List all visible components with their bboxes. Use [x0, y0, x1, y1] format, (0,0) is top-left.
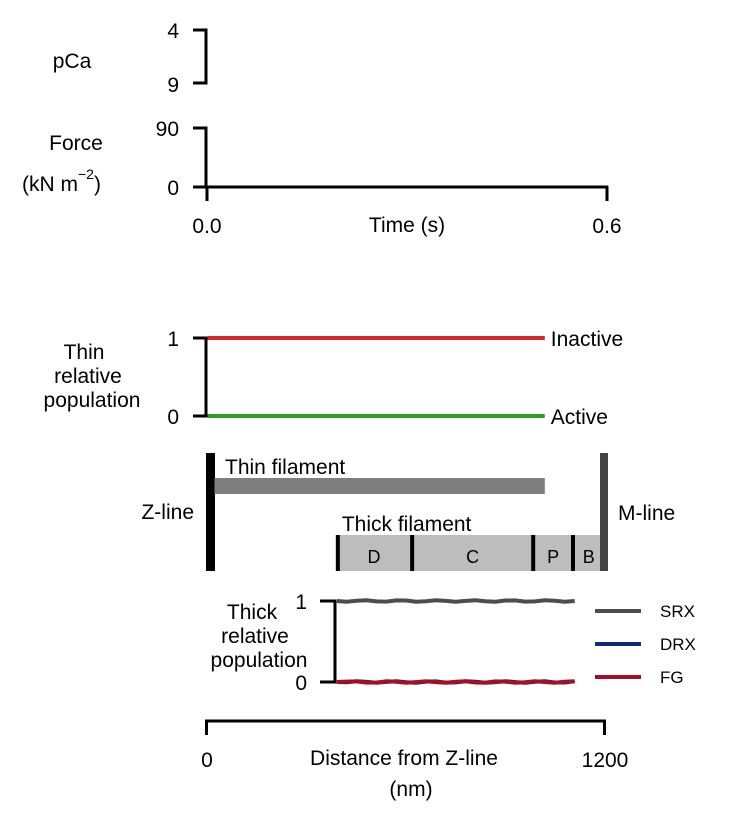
thick-ylabel-line2: relative	[221, 625, 289, 648]
m-line-label: M-line	[618, 502, 675, 525]
thin-ylabel-line3: population	[44, 389, 141, 412]
series-label-active: Active	[551, 406, 608, 429]
series-line-fg	[336, 679, 575, 685]
force-ytick-label-90: 90	[156, 118, 179, 141]
legend-label-drx: DRX	[660, 635, 696, 654]
thick-ylabel-line3: population	[211, 649, 308, 672]
force-ylabel-sup: −2	[78, 166, 94, 182]
distance-xtick-label-1200: 1200	[582, 749, 629, 772]
force-ylabel-line2: (kN m−2)	[22, 166, 101, 196]
zone-boundary-b	[570, 535, 575, 571]
distance-xtick-label-0: 0	[201, 749, 213, 772]
thick-ytick-label-1: 1	[295, 591, 307, 614]
thick-ytick-label-0: 0	[295, 672, 307, 695]
force-panel: Force (kN m−2) 90 0 0.0 0.6 Time (s)	[22, 118, 622, 238]
zone-boundary-c	[410, 535, 415, 571]
sarcomere-diagram: Z-line Thin filament Thick filament D C P B…	[141, 453, 675, 571]
force-ylabel-prefix: (kN m	[22, 173, 78, 196]
zone-label-c: C	[466, 547, 479, 567]
pca-panel: pCa 4 9	[53, 20, 208, 97]
distance-xlabel-line2: (nm)	[389, 778, 432, 801]
time-xlabel: Time (s)	[369, 214, 445, 237]
thin-filament-bar	[214, 478, 545, 494]
thick-filament-label: Thick filament	[342, 513, 472, 536]
thin-ylabel-line1: Thin	[64, 341, 105, 364]
thick-population-panel: Thick relative population 1 0 SRX DRX FG…	[201, 591, 696, 801]
thin-ytick-label-1: 1	[167, 328, 179, 351]
thin-ylabel-line2: relative	[54, 365, 122, 388]
thin-population-panel: Thin relative population 1 0 Inactive Ac…	[44, 328, 624, 429]
pca-ylabel: pCa	[53, 50, 92, 73]
m-line-bar	[600, 453, 608, 571]
zone-label-d: D	[367, 547, 380, 567]
distance-xlabel-line1: Distance from Z-line	[310, 747, 498, 770]
legend-label-fg: FG	[660, 668, 684, 687]
zone-label-p: P	[547, 547, 559, 567]
force-ylabel-suffix: )	[94, 173, 101, 196]
thin-ytick-label-0: 0	[167, 406, 179, 429]
pca-ytick-label-9: 9	[167, 74, 179, 97]
series-label-inactive: Inactive	[551, 328, 623, 351]
zone-boundary-p	[531, 535, 536, 571]
thick-filament-bar	[335, 535, 605, 571]
z-line-bar	[206, 453, 215, 571]
force-ytick-label-0: 0	[167, 177, 179, 200]
zone-label-b: B	[583, 547, 595, 567]
thin-filament-label: Thin filament	[225, 456, 345, 479]
series-line-srx	[336, 598, 575, 604]
time-xtick-label-start: 0.0	[192, 215, 221, 238]
time-xtick-label-end: 0.6	[592, 215, 621, 238]
force-ylabel-line1: Force	[49, 132, 103, 155]
zone-boundary-d	[335, 535, 340, 571]
thick-ylabel-line1: Thick	[227, 601, 278, 624]
legend-label-srx: SRX	[660, 602, 695, 621]
z-line-label: Z-line	[141, 501, 194, 524]
legend: SRX DRX FG	[595, 602, 696, 687]
pca-ytick-label-4: 4	[167, 20, 179, 43]
